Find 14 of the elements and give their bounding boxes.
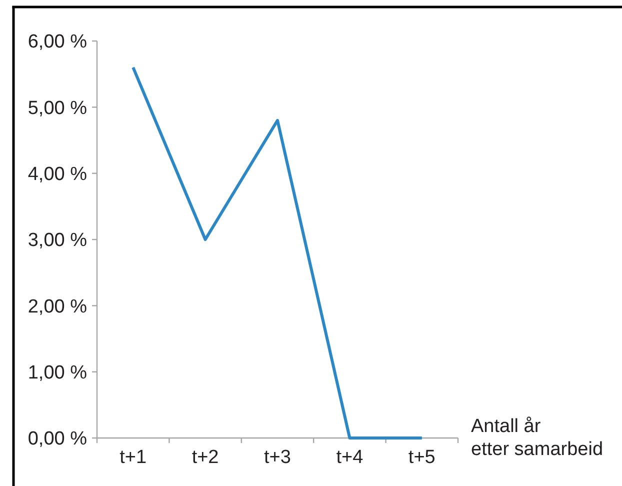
line-series [132, 66, 424, 440]
y-tick-label: 2,00 % [28, 296, 88, 318]
y-tick-label: 6,00 % [28, 32, 88, 53]
y-tick-label: 5,00 % [28, 98, 88, 119]
y-tick-label: 1,00 % [28, 362, 88, 384]
y-tick-label: 0,00 % [28, 428, 88, 450]
x-axis-title: Antall år etter samarbeid [471, 416, 604, 460]
y-tick-label: 4,00 % [28, 164, 88, 185]
y-tick-label: 3,00 % [28, 230, 88, 252]
x-tick-label: t+1 [120, 447, 147, 468]
x-tick-label: t+2 [192, 447, 219, 468]
x-tick-label: t+4 [336, 447, 364, 468]
x-tick-label: t+3 [264, 447, 291, 468]
x-tick-label: t+5 [408, 447, 436, 468]
